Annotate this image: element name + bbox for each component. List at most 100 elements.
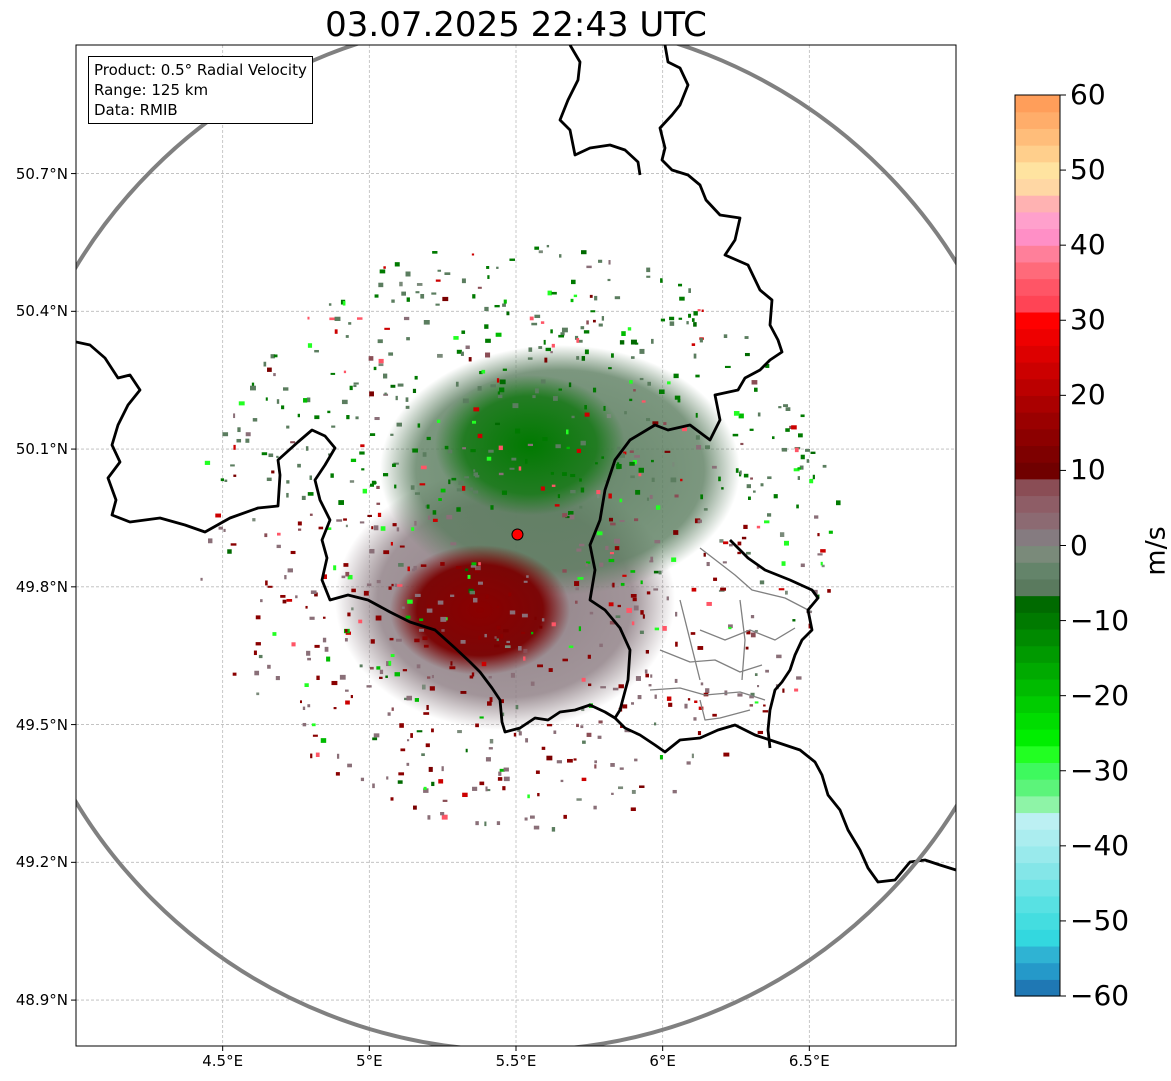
echo-pixel [318, 526, 324, 530]
echo-pixel [324, 646, 329, 652]
echo-pixel [750, 632, 756, 638]
echo-pixel [222, 432, 229, 437]
echo-pixel [608, 602, 614, 607]
echo-pixel [446, 514, 453, 520]
echo-pixel [295, 595, 298, 599]
echo-pixel [647, 381, 651, 386]
echo-pixel [694, 700, 698, 703]
echo-pixel [398, 563, 404, 567]
echo-pixel [496, 378, 500, 383]
echo-pixel [757, 412, 761, 417]
echo-pixel [322, 574, 327, 580]
echo-pixel [696, 445, 702, 450]
echo-pixel [489, 697, 493, 703]
echo-pixel [485, 594, 489, 599]
echo-pixel [271, 470, 275, 474]
echo-pixel [485, 338, 491, 343]
echo-pixel [526, 575, 529, 578]
echo-pixel [250, 385, 256, 391]
colorbar-segment [1015, 562, 1060, 580]
echo-pixel [757, 730, 764, 735]
echo-pixel [450, 661, 453, 666]
echo-pixel [764, 520, 770, 524]
y-tick-label: 49.8°N [15, 577, 68, 596]
country-borders [76, 45, 956, 884]
echo-pixel [312, 734, 318, 737]
echo-pixel [560, 779, 564, 783]
echo-pixel [484, 633, 487, 638]
echo-pixel [422, 452, 427, 457]
echo-pixel [398, 772, 405, 776]
echo-pixel [438, 498, 442, 501]
colorbar-segment [1015, 145, 1060, 163]
echo-pixel [776, 654, 782, 659]
echo-pixel [633, 605, 639, 611]
echo-pixel [781, 447, 788, 452]
echo-pixel [608, 517, 614, 522]
echo-pixel [445, 617, 448, 621]
echo-pixel [391, 583, 394, 587]
echo-pixel [485, 352, 491, 358]
echo-pixel [412, 448, 418, 453]
echo-pixel [623, 451, 627, 455]
echo-pixel [767, 476, 772, 480]
echo-pixel [534, 246, 540, 250]
echo-pixel [746, 551, 751, 555]
echo-pixel [773, 494, 778, 499]
echo-pixel [669, 321, 675, 326]
echo-pixel [442, 799, 448, 802]
echo-pixel [550, 351, 553, 354]
echo-pixel [728, 627, 732, 630]
echo-pixel [813, 589, 818, 595]
echo-pixel [744, 336, 749, 339]
x-tick-label: 5.5°E [495, 1052, 537, 1070]
echo-pixel [358, 619, 363, 624]
echo-pixel [563, 814, 567, 819]
echo-pixel [632, 597, 637, 602]
echo-pixel [230, 543, 237, 546]
echo-pixel [759, 580, 765, 585]
echo-pixel [475, 821, 479, 826]
echo-pixel [674, 395, 681, 400]
echo-pixel [754, 673, 758, 677]
echo-pixel [540, 379, 546, 384]
echo-pixel [481, 369, 486, 374]
echo-pixel [586, 732, 592, 737]
echo-pixel [597, 493, 600, 499]
echo-pixel [261, 452, 268, 456]
echo-pixel [612, 582, 615, 588]
colorbar-segment [1015, 895, 1060, 914]
echo-pixel [233, 444, 236, 450]
echo-pixel [333, 707, 337, 710]
echo-pixel [634, 518, 639, 522]
echo-pixel [697, 309, 701, 312]
echo-pixel [378, 363, 384, 367]
echo-pixel [645, 649, 649, 654]
echo-pixel [386, 776, 389, 780]
echo-pixel [513, 732, 517, 737]
echo-pixel [584, 349, 589, 355]
echo-pixel [554, 504, 560, 507]
colorbar-segment [1015, 512, 1060, 530]
echo-pixel [751, 380, 758, 385]
border-north [558, 45, 642, 176]
echo-pixel [518, 646, 522, 651]
echo-pixel [719, 539, 724, 543]
echo-pixel [738, 413, 744, 419]
echo-pixel [697, 519, 702, 523]
colorbar-tick-label: −40 [1070, 828, 1130, 862]
echo-pixel [396, 584, 403, 587]
echo-pixel [778, 406, 782, 409]
echo-pixel [461, 330, 466, 334]
echo-pixel [215, 513, 222, 518]
echo-pixel [484, 821, 487, 827]
echo-pixel [345, 700, 350, 705]
echo-pixel [462, 447, 466, 450]
echo-pixel [334, 329, 338, 334]
echo-pixel [539, 625, 543, 629]
echo-pixel [540, 321, 545, 324]
echo-pixel [523, 580, 528, 583]
echo-pixel [487, 275, 490, 279]
echo-pixel [693, 353, 697, 359]
echo-pixel [721, 487, 724, 490]
